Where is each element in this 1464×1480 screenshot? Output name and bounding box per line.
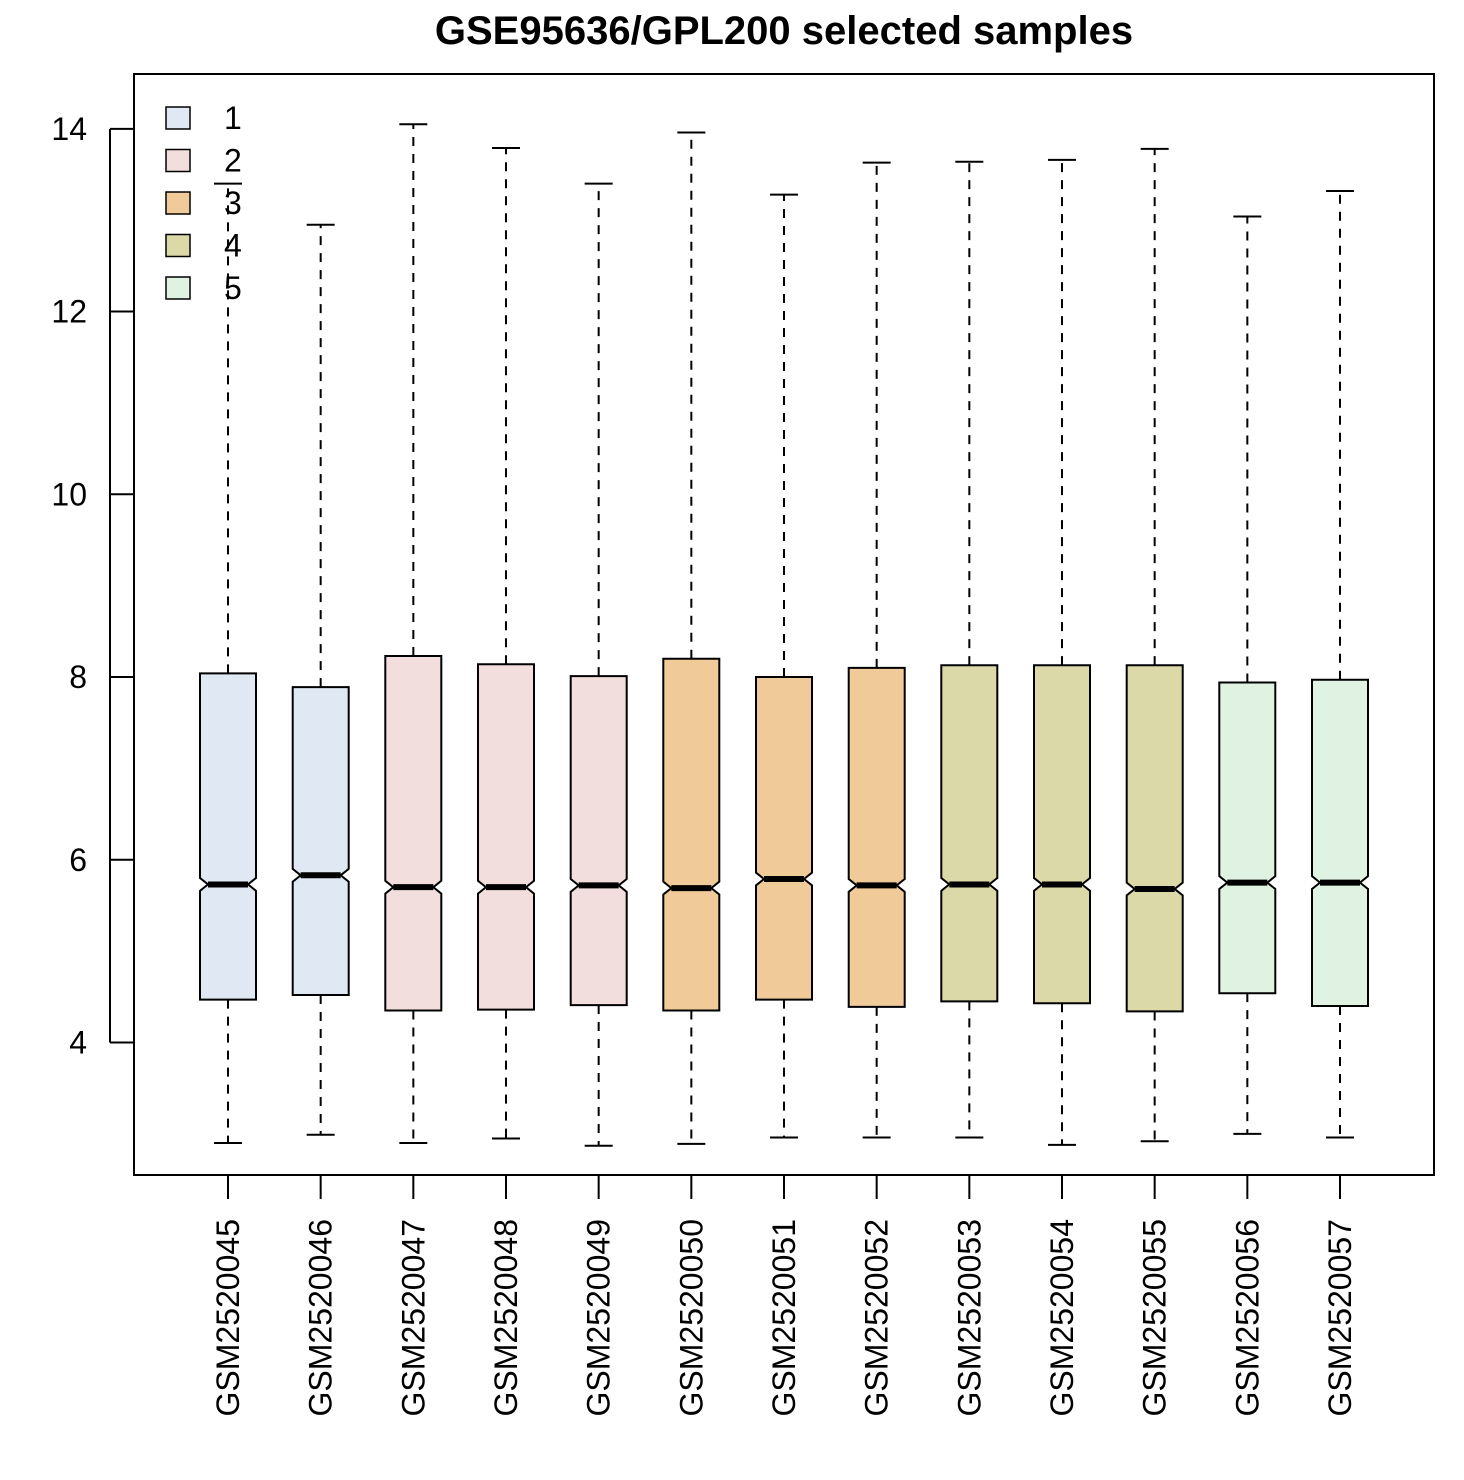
y-axis: 4 6 8 10 12 14 bbox=[51, 111, 134, 1061]
y-tick-label: 8 bbox=[69, 659, 87, 695]
y-tick-label: 4 bbox=[69, 1025, 87, 1061]
legend-swatch bbox=[165, 106, 191, 130]
legend-item-2: 2 bbox=[165, 143, 242, 179]
x-tick-label: GSM2520054 bbox=[1044, 1219, 1080, 1416]
legend-item-1: 1 bbox=[165, 100, 242, 136]
box-body bbox=[569, 675, 628, 1007]
x-tick-label: GSM2520056 bbox=[1229, 1219, 1265, 1416]
box-body bbox=[1125, 664, 1184, 1013]
legend: 1 2 3 4 5 bbox=[165, 100, 242, 306]
box-body bbox=[477, 663, 535, 1011]
box-body bbox=[1311, 678, 1369, 1007]
boxes bbox=[199, 123, 1369, 1147]
x-tick-label: GSM2520047 bbox=[395, 1219, 431, 1416]
legend-swatch bbox=[165, 191, 191, 215]
box-GSM2520053 bbox=[940, 160, 999, 1139]
box-GSM2520056 bbox=[1218, 215, 1277, 1135]
legend-label: 3 bbox=[224, 185, 242, 221]
y-tick-label: 12 bbox=[51, 294, 87, 330]
x-tick-label: GSM2520050 bbox=[673, 1219, 709, 1416]
x-tick-label: GSM2520049 bbox=[581, 1219, 617, 1416]
box-body bbox=[199, 672, 257, 1001]
legend-label: 4 bbox=[224, 228, 242, 264]
box-body bbox=[662, 657, 721, 1012]
x-tick-label: GSM2520051 bbox=[766, 1219, 802, 1416]
box-GSM2520054 bbox=[1033, 158, 1091, 1146]
box-GSM2520057 bbox=[1311, 189, 1369, 1139]
box-GSM2520050 bbox=[662, 131, 721, 1145]
legend-label: 1 bbox=[224, 100, 242, 136]
legend-swatch bbox=[165, 276, 191, 300]
legend-item-5: 5 bbox=[165, 270, 242, 306]
x-tick-label: GSM2520045 bbox=[210, 1219, 246, 1416]
box-body bbox=[1218, 681, 1277, 995]
x-tick-label: GSM2520053 bbox=[951, 1219, 987, 1416]
box-GSM2520047 bbox=[384, 123, 443, 1145]
box-body bbox=[384, 655, 443, 1012]
box-body bbox=[1033, 664, 1091, 1005]
x-tick-label: GSM2520057 bbox=[1322, 1219, 1358, 1416]
box-GSM2520051 bbox=[755, 193, 813, 1139]
chart-title: GSE95636/GPL200 selected samples bbox=[435, 9, 1133, 53]
x-tick-label: GSM2520055 bbox=[1137, 1219, 1173, 1416]
x-tick-label: GSM2520052 bbox=[859, 1219, 895, 1416]
box-GSM2520049 bbox=[569, 182, 628, 1147]
legend-item-3: 3 bbox=[165, 185, 242, 221]
legend-label: 5 bbox=[224, 270, 242, 306]
x-axis: GSM2520045 GSM2520046 GSM2520047 GSM2520048… bbox=[210, 1174, 1358, 1416]
y-tick-label: 10 bbox=[51, 476, 87, 512]
box-GSM2520052 bbox=[847, 161, 906, 1139]
box-body bbox=[847, 666, 906, 1008]
box-GSM2520055 bbox=[1125, 147, 1184, 1143]
legend-label: 2 bbox=[224, 143, 242, 179]
box-GSM2520045 bbox=[199, 182, 257, 1145]
legend-swatch bbox=[165, 233, 191, 258]
box-GSM2520046 bbox=[291, 223, 350, 1136]
box-body bbox=[940, 664, 999, 1003]
x-tick-label: GSM2520046 bbox=[303, 1219, 339, 1416]
y-tick-label: 14 bbox=[51, 111, 87, 147]
box-body bbox=[291, 686, 350, 996]
box-GSM2520048 bbox=[477, 147, 535, 1140]
legend-swatch bbox=[165, 148, 191, 173]
y-tick-label: 6 bbox=[69, 842, 87, 878]
x-tick-label: GSM2520048 bbox=[488, 1219, 524, 1416]
box-body bbox=[755, 676, 813, 1001]
legend-item-4: 4 bbox=[165, 228, 242, 264]
